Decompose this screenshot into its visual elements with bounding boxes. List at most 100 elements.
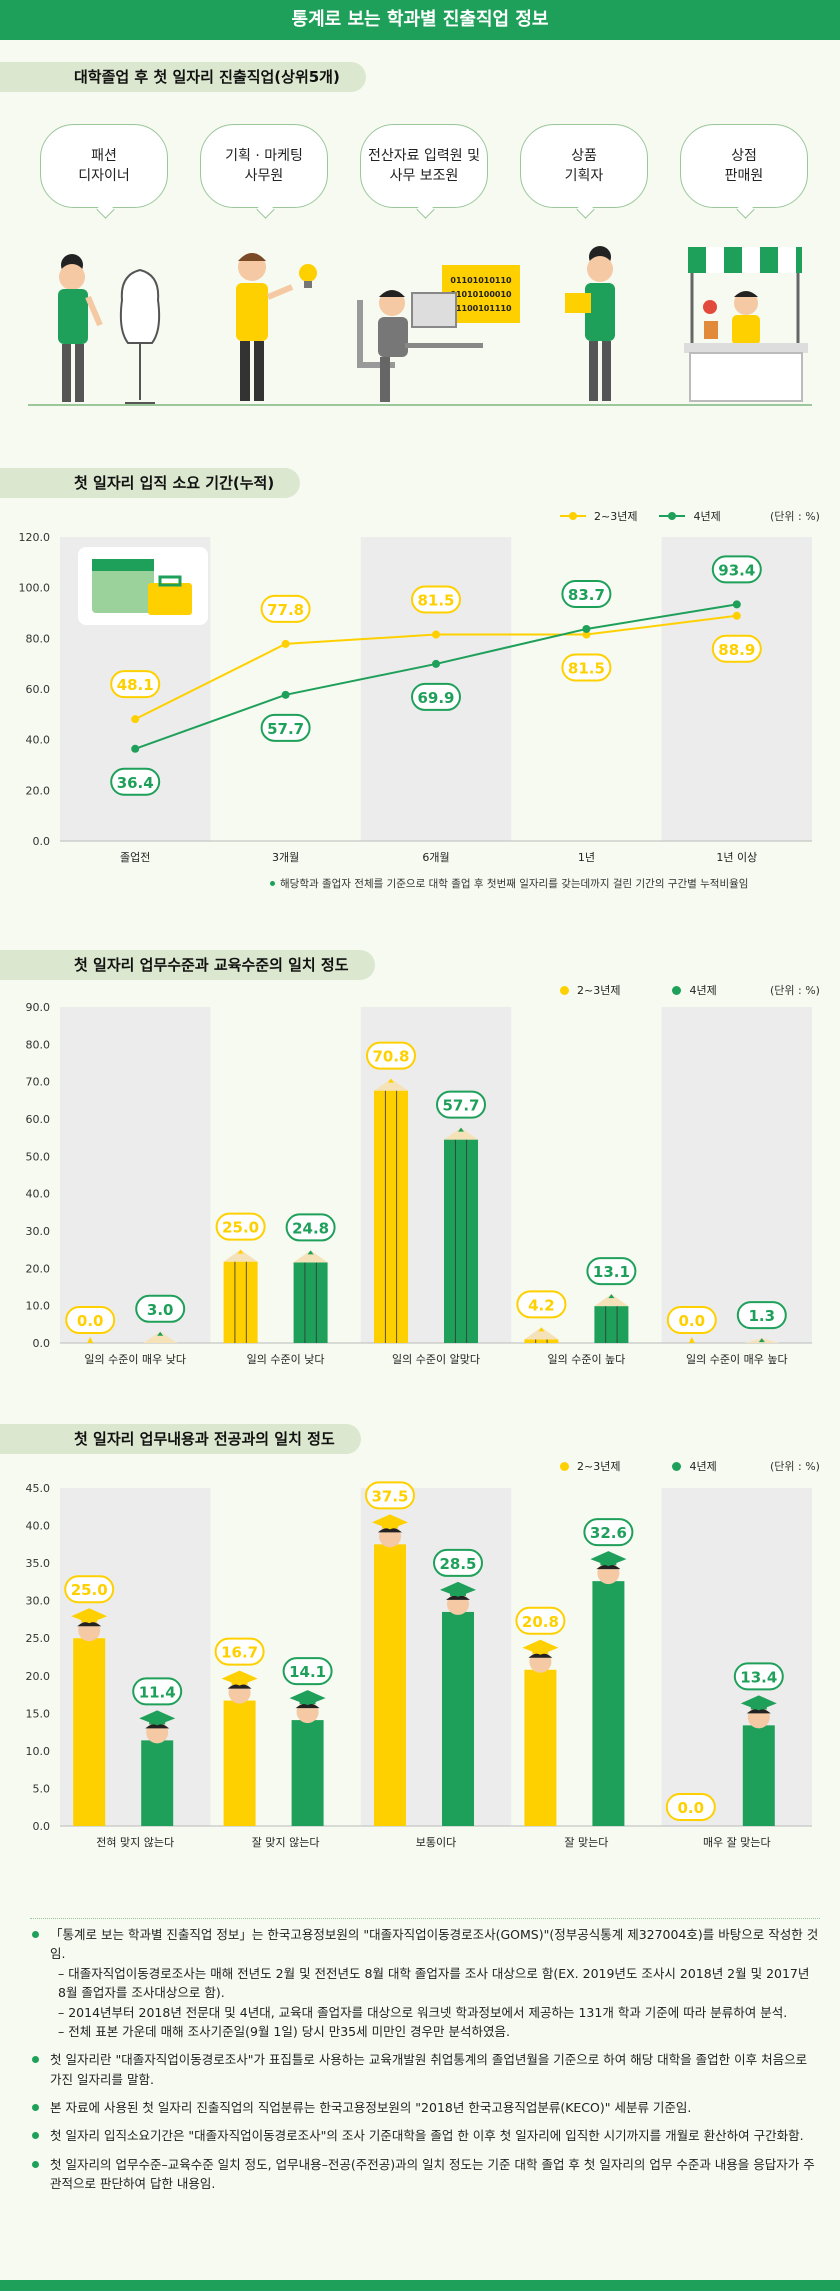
note-text: 「통계로 보는 학과별 진출직업 정보」는 한국고용정보원의 "대졸자직업이동경…	[50, 1927, 819, 1962]
pencil-lead	[237, 1249, 244, 1254]
bar-body	[374, 1544, 406, 1826]
data-label: 37.5	[371, 1487, 408, 1505]
notes-divider	[30, 1918, 820, 1919]
x-tick-label: 전혀 맞지 않는다	[96, 1836, 174, 1849]
y-tick-label: 40.0	[26, 1520, 51, 1533]
data-point	[732, 600, 741, 609]
data-point	[582, 624, 591, 633]
legend-line-yellow-icon	[560, 512, 586, 520]
bar-label: 16.7	[214, 1637, 265, 1666]
label-4yr: 93.4	[711, 555, 762, 584]
y-tick-label: 30.0	[26, 1595, 51, 1608]
pencil-body	[444, 1139, 478, 1343]
legend-dot-green-icon	[672, 985, 682, 995]
y-tick-label: 0.0	[33, 1820, 51, 1833]
graduate-cap-icon	[522, 1639, 559, 1655]
bar-label: 25.0	[215, 1212, 266, 1241]
data-point	[131, 715, 140, 724]
job-bubble-3: 전산자료 입력원 및 사무 보조원	[360, 124, 488, 208]
chart1-note-text: 해당학과 졸업자 전체를 기준으로 대학 졸업 후 첫번째 일자리를 갖는데까지…	[280, 878, 749, 890]
pencil-body	[524, 1339, 559, 1343]
x-tick-label: 3개월	[272, 851, 299, 864]
graduate-cap-base	[532, 1647, 549, 1654]
data-label-pill	[260, 713, 311, 742]
data-label: 16.7	[221, 1644, 258, 1662]
jobs-illustration: 01101010110 01010100010 11100101110	[28, 246, 812, 406]
bar-2-3yr	[87, 1337, 94, 1343]
chart1-legend: 2~3년제 4년제	[560, 508, 721, 524]
bar-label: 25.0	[64, 1575, 115, 1604]
note-text: 본 자료에 사용된 첫 일자리 진출직업의 직업분류는 한국고용정보원의 "20…	[50, 2100, 692, 2115]
note-item: 첫 일자리 입직소요기간은 "대졸자직업이동경로조사"의 조사 기준대학을 졸업…	[30, 2126, 820, 2145]
data-label-pill	[110, 767, 161, 796]
job-bubble-5: 상점 판매원	[680, 124, 808, 208]
data-label: 70.8	[372, 1048, 409, 1066]
y-tick-label: 5.0	[33, 1782, 51, 1795]
graduate-cap-base	[81, 1616, 98, 1623]
data-label: 25.0	[222, 1219, 259, 1237]
graduate-cap-icon	[221, 1670, 258, 1686]
bar-label: 13.4	[733, 1662, 784, 1691]
chart2-unit: (단위 : %)	[770, 984, 820, 997]
graduate-cap-icon	[740, 1695, 777, 1711]
data-point	[131, 744, 140, 753]
pencil-body	[293, 1262, 328, 1343]
data-label: 24.8	[292, 1219, 329, 1237]
data-label: 14.1	[289, 1663, 326, 1681]
x-tick-label: 매우 잘 맞는다	[703, 1836, 771, 1849]
bar-4yr	[744, 1338, 779, 1343]
graduate-hair	[446, 1594, 470, 1600]
data-label-pill	[64, 1575, 115, 1604]
data-label-pill	[132, 1677, 183, 1706]
x-tick-label: 잘 맞지 않는다	[252, 1836, 320, 1849]
bar-body	[524, 1669, 557, 1826]
chart2-svg: 0.0 10.0 20.0 30.0 40.0 50.0 60.0 70.0 80.0 90.0 일…	[26, 1001, 812, 1366]
job-bubble-2: 기획 · 마케팅 사무원	[200, 124, 328, 208]
band	[661, 1007, 812, 1343]
bar-4yr	[440, 1581, 476, 1826]
data-label-pill	[411, 585, 461, 614]
data-label-pill	[583, 1518, 634, 1547]
job-bubble-1: 패션 디자이너	[40, 124, 168, 208]
bar-label: 37.5	[365, 1481, 415, 1510]
bar-label: 11.4	[132, 1677, 183, 1706]
label-4yr: 83.7	[561, 579, 612, 608]
chart2-legend: 2~3년제 4년제	[560, 982, 717, 998]
graduate-cap-icon	[139, 1710, 176, 1726]
data-label-pill	[516, 1290, 567, 1319]
y-tick-label: 15.0	[26, 1707, 51, 1720]
x-tick-label: 1년	[578, 851, 595, 864]
chart3-title: 첫 일자리 업무내용과 전공과의 일치 정도	[0, 1424, 361, 1454]
pencil-body	[223, 1261, 258, 1343]
pencil-tip	[293, 1250, 328, 1263]
binary-line-1: 01101010110	[450, 276, 512, 285]
bar-label: 24.8	[285, 1213, 336, 1242]
data-entry-clerk-figure: 01101010110 01010100010 11100101110	[357, 265, 520, 402]
data-label: 48.1	[117, 676, 154, 694]
pencil-body	[594, 1306, 629, 1343]
x-tick-label: 보통이다	[416, 1836, 456, 1849]
merchandiser-figure	[565, 246, 615, 401]
chart2-legend-b: 4년제	[689, 984, 717, 997]
data-label-pill	[515, 1606, 566, 1635]
data-label-pill	[282, 1657, 333, 1686]
y-tick-label: 30.0	[26, 1225, 51, 1238]
pencil-lead	[458, 1127, 464, 1132]
y-tick-label: 70.0	[26, 1076, 51, 1089]
data-label: 32.6	[590, 1524, 627, 1542]
data-label: 81.5	[417, 592, 454, 610]
pencil-lead	[538, 1327, 545, 1332]
x-tick-label: 졸업전	[120, 851, 150, 864]
bar-label: 14.1	[282, 1657, 333, 1686]
data-label-pill	[666, 1306, 717, 1334]
bar-label: 20.8	[515, 1606, 566, 1635]
data-label: 93.4	[718, 561, 755, 579]
data-label: 3.0	[147, 1301, 174, 1319]
briefcase-handle	[158, 575, 182, 587]
data-label: 28.5	[439, 1555, 476, 1573]
y-tick-label: 80.0	[26, 632, 51, 645]
footer-bar	[0, 2280, 840, 2291]
data-label: 57.7	[267, 720, 304, 738]
data-label: 81.5	[568, 660, 605, 678]
y-tick-label: 50.0	[26, 1150, 51, 1163]
